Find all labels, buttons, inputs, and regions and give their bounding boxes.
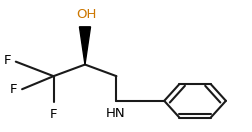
Text: OH: OH [76, 8, 96, 21]
Text: F: F [50, 108, 57, 121]
Text: HN: HN [105, 107, 124, 120]
Text: F: F [10, 83, 17, 96]
Polygon shape [79, 27, 90, 65]
Text: F: F [4, 54, 11, 67]
